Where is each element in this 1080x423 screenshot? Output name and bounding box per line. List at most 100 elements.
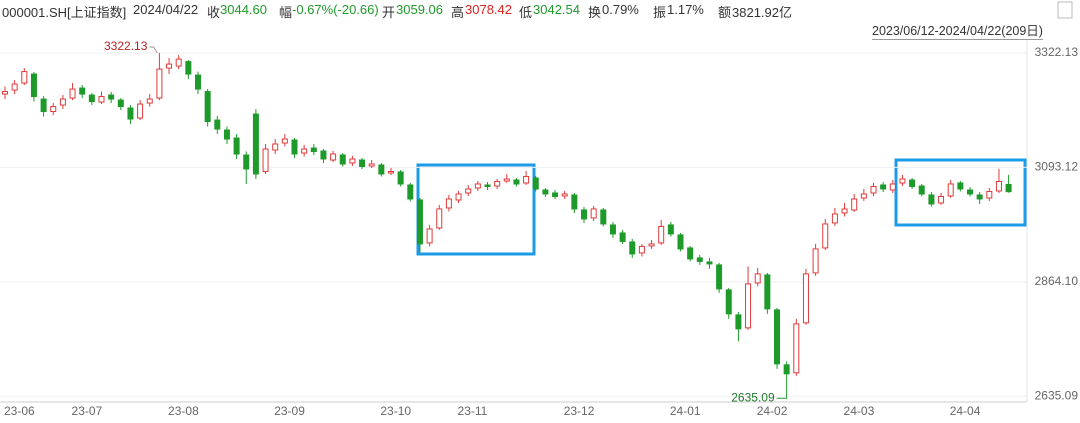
candle-body xyxy=(426,228,433,244)
candle-body xyxy=(262,148,269,172)
x-tick-label: 24-02 xyxy=(757,404,788,418)
candle-body xyxy=(407,184,414,200)
candle-body xyxy=(716,264,723,290)
candle-body xyxy=(851,198,858,211)
label: 幅 xyxy=(279,5,293,20)
candle-body xyxy=(696,257,703,262)
candle-body xyxy=(2,91,8,95)
candle-body xyxy=(957,182,964,190)
label: 高 xyxy=(451,5,465,20)
low-label: 2635.09 xyxy=(731,390,775,404)
candle-body xyxy=(69,88,76,99)
x-tick-label: 23-08 xyxy=(168,404,199,418)
candle-body xyxy=(571,194,578,210)
candle-body xyxy=(21,71,28,84)
candle-body xyxy=(793,323,800,374)
candle-body xyxy=(542,189,549,195)
candle-body xyxy=(127,107,134,120)
candle-body xyxy=(465,188,472,194)
candle-body xyxy=(310,147,317,153)
value: 0.79% xyxy=(602,2,639,17)
candle-body xyxy=(59,98,66,106)
highlight-box xyxy=(894,158,1027,227)
candle-body xyxy=(214,119,221,130)
candle-body xyxy=(233,137,240,155)
candle-body xyxy=(976,194,983,200)
candle-body xyxy=(11,83,18,91)
candle-body xyxy=(320,150,327,160)
value: 3821.92亿 xyxy=(732,5,792,20)
candle-body xyxy=(156,68,163,99)
y-tick-label: 3093.12 xyxy=(1035,160,1079,174)
value: 3042.54 xyxy=(533,2,580,17)
candle-body xyxy=(291,139,298,155)
candle-body xyxy=(252,113,259,175)
y-tick-label: 2864.10 xyxy=(1035,274,1079,288)
candle-body xyxy=(455,193,462,201)
candle-body xyxy=(445,198,452,209)
candle-body xyxy=(532,177,539,190)
range[interactable]: 2023/06/12-2024/04/22(209日) xyxy=(872,20,1043,40)
x-tick-label: 24-04 xyxy=(950,404,981,418)
candle-body xyxy=(195,74,201,90)
candle-body xyxy=(388,170,394,174)
candle-body xyxy=(1005,183,1012,193)
x-tick-label: 23-07 xyxy=(72,404,103,418)
label: 换 xyxy=(588,5,602,20)
value: 3044.60 xyxy=(220,2,267,17)
x-tick-label: 23-11 xyxy=(458,404,488,418)
candle-body xyxy=(204,91,211,123)
candle-body xyxy=(339,154,346,165)
candle-body xyxy=(523,175,530,184)
candle-body xyxy=(638,245,645,254)
x-tick-label: 24-03 xyxy=(844,404,875,418)
candle-body xyxy=(822,223,829,249)
candle-body xyxy=(484,184,491,187)
leader-line xyxy=(149,46,158,54)
candle-body xyxy=(812,248,819,274)
candle-body xyxy=(880,184,887,190)
icon[interactable] xyxy=(1057,1,1073,19)
label: 收 xyxy=(207,5,221,20)
x-tick-label: 23-12 xyxy=(564,404,595,418)
candle-body xyxy=(928,194,935,205)
candle-body xyxy=(947,183,954,197)
candle-body xyxy=(687,247,694,260)
candle-body xyxy=(88,94,95,103)
candle-body xyxy=(581,209,587,220)
label: 开 xyxy=(382,5,396,20)
x-tick-label: 24-01 xyxy=(670,404,701,418)
x-tick-label: 23-06 xyxy=(4,404,35,418)
candle-body xyxy=(677,234,684,250)
candle-body xyxy=(416,199,423,245)
candle-body xyxy=(909,179,916,187)
candle-body xyxy=(561,193,568,197)
label: 额 xyxy=(718,5,732,20)
candle-body xyxy=(609,224,616,235)
candle-body xyxy=(397,171,404,185)
candle-body xyxy=(436,208,443,229)
candle-body xyxy=(590,208,597,219)
candle-body xyxy=(301,148,308,154)
date: 2024/04/22 xyxy=(133,2,199,17)
candle-body xyxy=(667,224,674,235)
candle-body xyxy=(860,193,867,199)
candle-body xyxy=(725,289,732,315)
candle-body xyxy=(648,243,655,247)
y-tick-label: 3322.13 xyxy=(1035,45,1079,59)
candle-body xyxy=(629,241,636,255)
candle-body xyxy=(79,87,86,95)
candle-body xyxy=(503,178,510,182)
x-tick-label: 23-09 xyxy=(274,404,305,418)
candle-body xyxy=(918,185,925,195)
candle-body xyxy=(899,178,906,184)
candle-body xyxy=(995,180,1002,192)
candle-body xyxy=(243,154,250,170)
value: 1.17% xyxy=(667,2,704,17)
candle-body xyxy=(281,138,288,144)
candle-body xyxy=(166,63,173,69)
candle-body xyxy=(600,209,607,225)
candle-body xyxy=(619,232,626,242)
high-label: 3322.13 xyxy=(104,39,148,53)
